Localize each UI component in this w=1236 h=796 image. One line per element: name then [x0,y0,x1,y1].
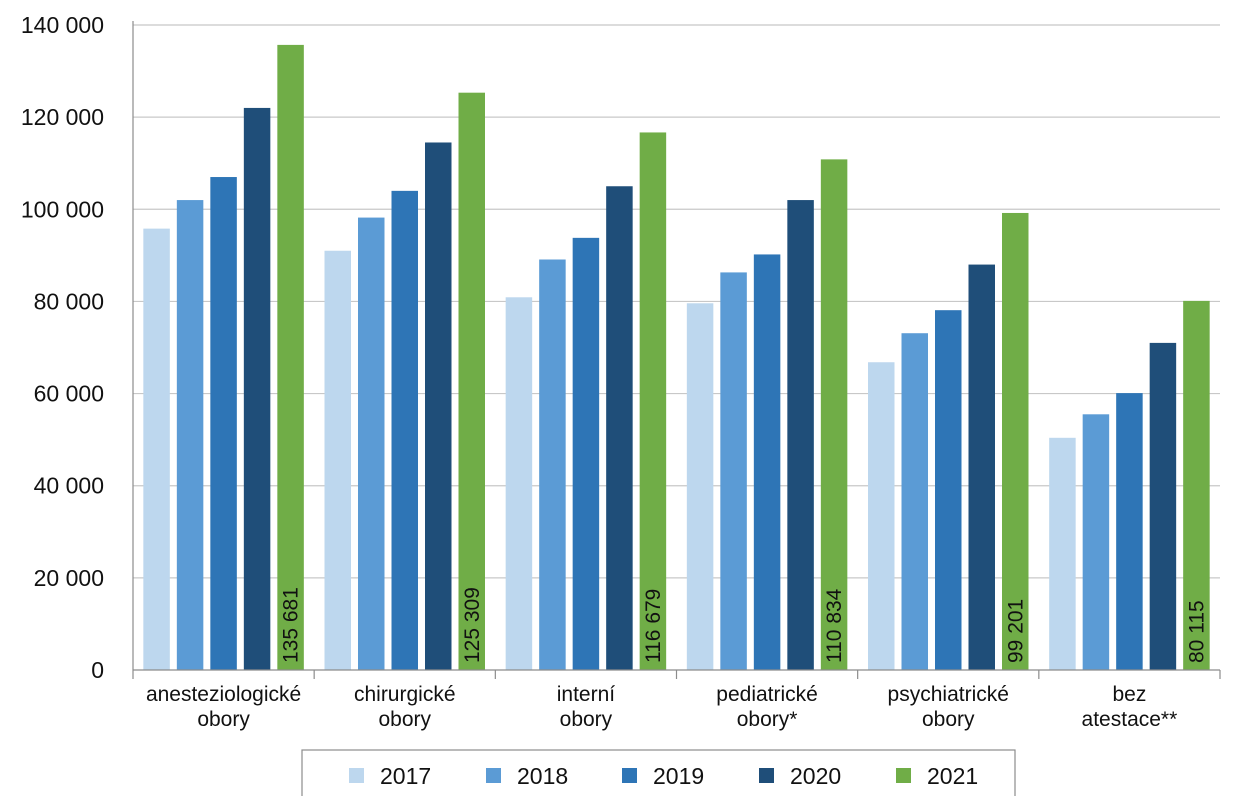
legend-label: 2021 [927,763,978,789]
data-label: 80 115 [1185,600,1208,663]
x-category-label: bez [1112,683,1146,706]
y-tick-label: 140 000 [21,12,104,38]
bar-2017 [1049,437,1076,670]
data-label: 99 201 [1004,599,1027,663]
bar-2020 [243,107,271,670]
bar-2019 [210,177,237,671]
bar-2020 [425,142,452,670]
bar-2018 [176,200,204,671]
legend-swatch-2019 [622,768,637,783]
x-category-label: obory [560,708,613,731]
bar-2020 [787,200,814,671]
y-tick-label: 120 000 [21,104,104,130]
legend-swatch-2021 [896,768,911,783]
data-label: 135 681 [280,587,303,663]
x-category-label: obory [197,708,250,731]
y-tick-label: 20 000 [34,565,104,591]
bar-2018 [901,333,928,670]
bar-2019 [1116,393,1143,670]
bar-2021 [277,44,304,670]
x-category-label: pediatrické [716,683,818,706]
y-tick-label: 40 000 [34,473,104,499]
bar-2021 [458,92,485,670]
data-label: 125 309 [461,587,484,663]
bar-2018 [1082,414,1110,670]
legend: 2017 2018 2019 2020 2021 [301,749,1016,796]
x-axis-category-labels: anesteziologickéoborychirurgickéoboryint… [146,683,1177,731]
x-category-label: psychiatrické [888,683,1009,706]
bar-2019 [935,310,962,670]
data-label: 116 679 [642,589,665,663]
y-tick-label: 0 [91,657,104,683]
bar-2018 [720,272,747,670]
y-tick-label: 100 000 [21,196,104,222]
bar-2019 [572,237,600,670]
bar-2019 [753,254,781,670]
legend-swatch-2018 [486,768,501,783]
x-category-label: obory [378,708,431,731]
x-category-label: anesteziologické [146,683,301,706]
bar-2020 [968,264,995,670]
axes [132,21,1221,679]
x-category-label: obory* [737,708,798,731]
bar-2020 [606,186,633,670]
bar-2018 [358,217,385,671]
legend-swatch-2020 [759,768,774,783]
bar-2017 [324,250,351,670]
y-tick-label: 60 000 [34,381,104,407]
bar-2017 [143,228,170,670]
x-category-label: interní [557,683,616,706]
x-category-label: chirurgické [354,683,456,706]
bar-2020 [1149,342,1177,670]
bar-2021 [820,159,848,670]
x-category-label: atestace** [1082,708,1178,731]
legend-label: 2019 [653,763,704,789]
bar-2017 [868,362,895,670]
legend-label: 2020 [790,763,841,789]
bar-2021 [1183,300,1210,670]
gridlines [133,24,1220,579]
bar-2017 [505,297,533,670]
bar-2019 [391,190,418,670]
bar-2021 [1002,212,1029,670]
bar-2021 [639,132,667,670]
bar-2017 [686,303,714,670]
y-axis-tick-labels: 0 20 000 40 000 60 000 80 000 100 000 120 000 1… [21,12,104,683]
bar-2018 [539,259,566,670]
data-label: 110 834 [823,588,846,663]
bars [143,44,1210,671]
legend-label: 2018 [517,763,568,789]
y-tick-label: 80 000 [34,288,104,314]
legend-swatch-2017 [349,768,364,783]
x-category-label: obory [922,708,975,731]
data-labels: 135 681 125 309 116 679 110 834 99 201 80 115 [280,587,1209,663]
legend-label: 2017 [380,763,431,789]
